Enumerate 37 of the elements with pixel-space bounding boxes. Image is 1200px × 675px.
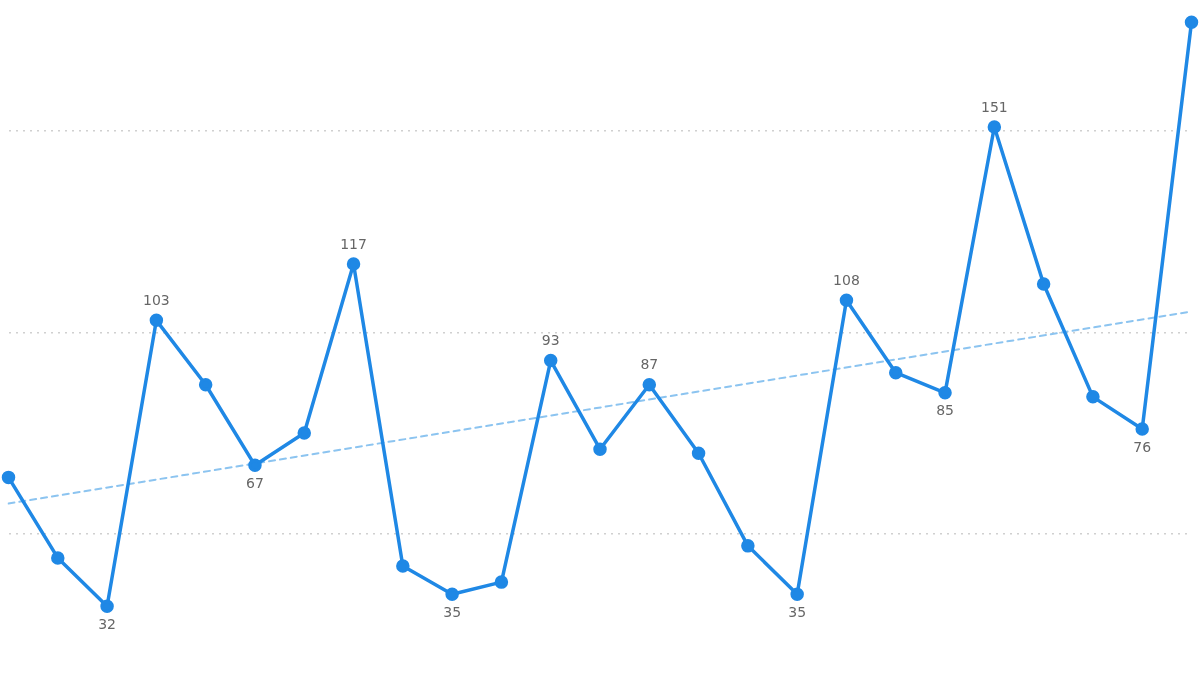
point (51, 551, 65, 565)
point (1135, 422, 1149, 436)
point (938, 386, 952, 400)
point (642, 378, 657, 392)
point (1036, 277, 1051, 291)
point (593, 442, 607, 456)
data-label: 35 (443, 603, 462, 620)
point (691, 446, 706, 460)
point (198, 378, 213, 392)
data-label: 85 (936, 402, 954, 419)
point (543, 353, 558, 368)
point (396, 559, 410, 573)
data-label: 76 (1133, 438, 1152, 455)
point (445, 587, 459, 601)
point (346, 257, 361, 271)
data-label: 117 (340, 235, 367, 252)
point (1, 470, 16, 485)
point (297, 426, 311, 440)
point (839, 293, 854, 307)
point (987, 120, 1002, 134)
point (149, 313, 164, 328)
point (1184, 15, 1199, 30)
data-label: 93 (541, 332, 560, 349)
point (248, 458, 262, 473)
data-label: 67 (246, 474, 264, 491)
point (741, 539, 755, 553)
data-label: 87 (640, 356, 659, 373)
data-label: 103 (143, 291, 170, 308)
data-label: 32 (98, 615, 116, 632)
point (889, 365, 903, 380)
data-label: 151 (980, 98, 1008, 115)
point (1086, 390, 1100, 404)
point (494, 575, 509, 589)
point (790, 587, 804, 601)
point (100, 599, 114, 614)
data-label: 35 (788, 603, 807, 620)
data-label: 108 (833, 271, 860, 288)
